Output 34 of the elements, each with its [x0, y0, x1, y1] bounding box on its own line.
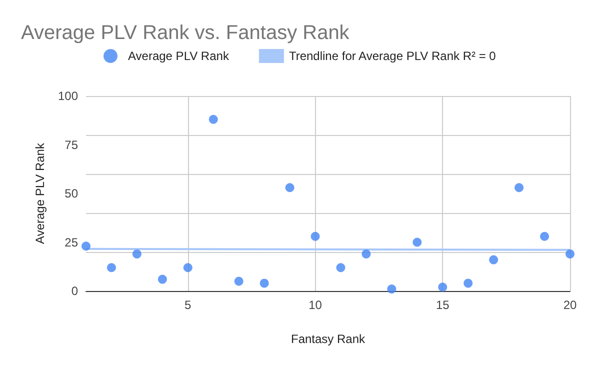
point — [310, 232, 320, 241]
point — [336, 263, 346, 272]
y-tick-label: 100 — [58, 89, 78, 103]
point — [464, 278, 473, 288]
legend-label: Trendline for Average PLV Rank R² = 0 — [288, 49, 496, 63]
x-axis-title: Fantasy Rank — [290, 332, 366, 346]
point — [387, 284, 396, 294]
point — [234, 276, 244, 286]
point — [438, 282, 448, 292]
point — [285, 183, 294, 192]
point — [514, 183, 524, 192]
point — [540, 232, 550, 241]
x-tick-label: 20 — [563, 298, 577, 312]
legend-label: Average PLV Rank — [128, 49, 230, 63]
x-tick-label: 15 — [436, 298, 450, 312]
y-tick-label: 25 — [64, 235, 78, 250]
point — [489, 255, 498, 264]
chart-title: Average PLV Rank vs. Fantasy Rank — [21, 22, 350, 44]
x-tick-label: 5 — [184, 298, 192, 312]
y-tick-label: 0 — [71, 284, 78, 298]
y-axis-title: Average PLV Rank — [33, 142, 47, 244]
point — [260, 278, 269, 288]
point — [106, 263, 116, 272]
point — [158, 274, 167, 284]
point — [208, 114, 218, 124]
point — [132, 249, 142, 258]
point — [412, 238, 422, 247]
y-tick-label: 75 — [64, 138, 78, 152]
x-tick-label: 10 — [308, 298, 322, 312]
y-tick-label: 50 — [64, 186, 78, 200]
point — [362, 249, 371, 258]
point — [82, 242, 90, 251]
point — [183, 263, 192, 272]
point — [566, 249, 574, 258]
